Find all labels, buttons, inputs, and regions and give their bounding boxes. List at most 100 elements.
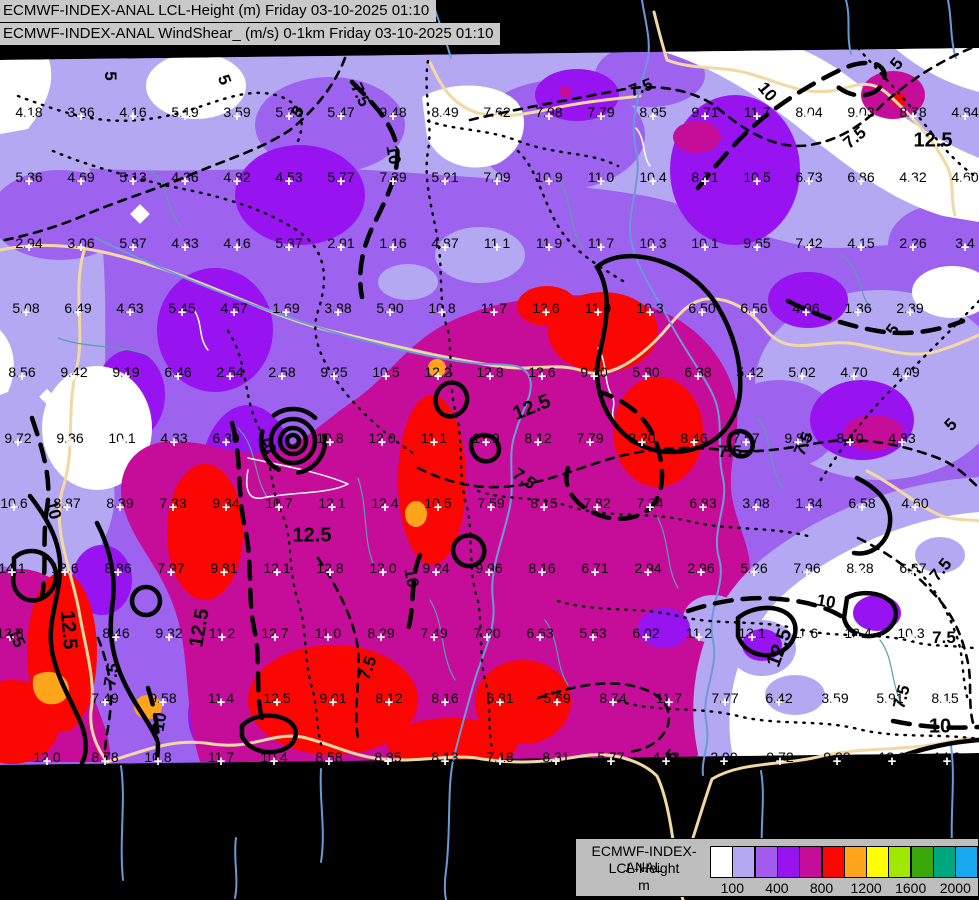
station-value: 10.3 + (636, 300, 664, 321)
legend-swatch (754, 846, 778, 878)
grid-point-cross: + (180, 108, 190, 125)
legend-swatch (821, 846, 845, 878)
grid-point-cross: + (775, 753, 785, 770)
station-value: 4.70 + (840, 364, 868, 385)
station-value: 6.46 + (164, 364, 192, 385)
legend-tick-label: 1600 (895, 880, 927, 896)
station-value: 2.94 + (634, 560, 662, 581)
grid-point-cross: + (9, 499, 19, 516)
grid-point-cross: + (433, 499, 443, 516)
legend-swatch (799, 846, 823, 878)
station-value: 1.69 + (272, 300, 300, 321)
grid-point-cross: + (492, 173, 502, 190)
station-value: 7.34 + (636, 495, 664, 516)
station-value: 5.26 + (740, 560, 768, 581)
grid-point-cross: + (801, 304, 811, 321)
station-value: 4.60 + (951, 169, 979, 190)
station-value: 8.16 + (528, 560, 556, 581)
station-value: 11.7 + (207, 749, 235, 770)
station-value: 6.86 + (847, 169, 875, 190)
grid-point-cross: + (76, 108, 86, 125)
grid-point-cross: + (853, 629, 863, 646)
station-value: 5.47 + (327, 104, 355, 125)
grid-point-cross: + (272, 564, 282, 581)
grid-point-cross: + (7, 564, 17, 581)
contour-7-5 (0, 48, 979, 763)
station-value: 9.96 + (475, 560, 503, 581)
grid-point-cross: + (153, 753, 163, 770)
grid-point-cross: + (325, 434, 335, 451)
grid-point-cross: + (128, 239, 138, 256)
station-value: 10.5 + (372, 364, 400, 385)
grid-point-cross: + (219, 564, 229, 581)
station-value: 8.20 + (628, 430, 656, 451)
station-value: 9.71 + (691, 104, 719, 125)
station-value: 4.33 + (160, 430, 188, 451)
station-value: 8.15 + (931, 690, 959, 711)
grid-point-cross: + (697, 304, 707, 321)
station-value: 5.02 + (788, 364, 816, 385)
grid-point-cross: + (749, 564, 759, 581)
contour-5 (16, 48, 979, 754)
contour-label: 7.5 (100, 661, 123, 689)
grid-point-cross: + (533, 434, 543, 451)
station-value: 4.16 + (119, 104, 147, 125)
grid-point-cross: + (661, 753, 671, 770)
station-value: 8.78 + (91, 749, 119, 770)
station-value: 10.4 + (639, 169, 667, 190)
station-value: 9.20 + (580, 364, 608, 385)
grid-point-cross: + (592, 499, 602, 516)
station-value: 8.10 + (836, 430, 864, 451)
station-value: 9.34 + (212, 495, 240, 516)
station-value: 6.50 + (688, 300, 716, 321)
station-value: 4.36 + (171, 169, 199, 190)
station-value: 11.1 + (483, 235, 511, 256)
station-value: 6.56 + (740, 300, 768, 321)
station-value: 4.09 + (892, 364, 920, 385)
grid-point-cross: + (749, 304, 759, 321)
station-value: 10.8 + (144, 749, 172, 770)
grid-point-cross: + (269, 753, 279, 770)
grid-point-cross: + (429, 629, 439, 646)
grid-point-cross: + (645, 499, 655, 516)
station-value: 11.7 + (655, 690, 683, 711)
grid-point-cross: + (216, 694, 226, 711)
grid-point-cross: + (115, 499, 125, 516)
station-value: 9.72 + (766, 749, 794, 770)
station-value: 2.96 + (687, 560, 715, 581)
grid-point-cross: + (700, 108, 710, 125)
grid-point-cross: + (381, 368, 391, 385)
station-value: 8.15 + (530, 495, 558, 516)
station-value: 12.5 + (263, 690, 291, 711)
grid-point-cross: + (232, 173, 242, 190)
station-value: 10.5 + (424, 495, 452, 516)
station-value: 8.71 + (691, 169, 719, 190)
legend-swatch (843, 846, 867, 878)
station-value: 9.72 + (4, 430, 32, 451)
grid-point-cross: + (856, 239, 866, 256)
station-value: 1.16 + (379, 235, 407, 256)
grid-point-cross: + (329, 368, 339, 385)
station-value: 4.16 + (223, 235, 251, 256)
grid-point-cross: + (62, 499, 72, 516)
station-value: 5.37 + (275, 235, 303, 256)
grid-point-cross: + (544, 173, 554, 190)
legend-tick-label: 100 (720, 880, 744, 896)
station-value: 7.97 + (157, 560, 185, 581)
grid-point-cross: + (76, 173, 86, 190)
station-value: 6.38 + (684, 364, 712, 385)
station-value: 11.0 + (584, 300, 612, 321)
station-value: 7.42 + (795, 235, 823, 256)
grid-point-cross: + (217, 629, 227, 646)
grid-point-cross: + (440, 108, 450, 125)
grid-point-cross: + (741, 434, 751, 451)
contour-label: 10 (148, 710, 171, 733)
grid-point-cross: + (164, 629, 174, 646)
station-value: 5.19 + (171, 104, 199, 125)
station-value: 13.6 + (51, 560, 79, 581)
grid-point-cross: + (544, 239, 554, 256)
grid-point-cross: + (845, 434, 855, 451)
grid-point-cross: + (486, 499, 496, 516)
grid-point-cross: + (853, 304, 863, 321)
station-value: 8.87 + (53, 495, 81, 516)
